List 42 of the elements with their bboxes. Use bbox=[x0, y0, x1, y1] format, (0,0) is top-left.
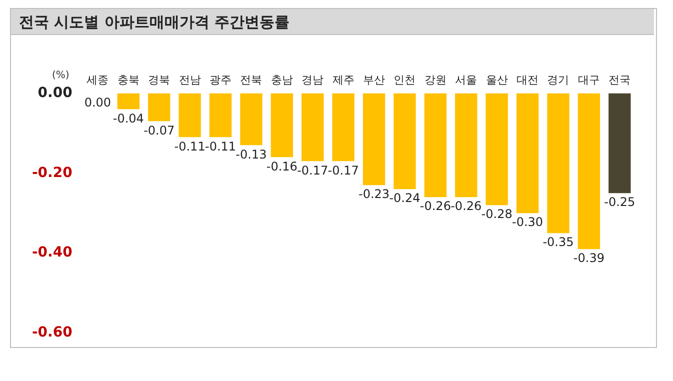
data-label: -0.28 bbox=[481, 207, 512, 222]
data-label: -0.26 bbox=[450, 199, 482, 214]
x-tick-label: 광주 bbox=[210, 73, 232, 86]
x-tick-label: 전국 bbox=[608, 73, 631, 86]
data-label: -0.16 bbox=[266, 159, 298, 174]
y-axis-title: (%) bbox=[52, 70, 70, 81]
x-tick-label: 서울 bbox=[455, 73, 478, 86]
x-tick-label: 충북 bbox=[117, 73, 140, 86]
x-tick-label: 경기 bbox=[547, 73, 570, 86]
data-label: -0.17 bbox=[297, 163, 328, 178]
x-tick-label: 대구 bbox=[578, 73, 600, 86]
data-label: -0.25 bbox=[604, 195, 636, 210]
y-tick-label: -0.20 bbox=[32, 164, 73, 181]
x-tick-label: 울산 bbox=[486, 73, 508, 86]
x-tick-label: 전북 bbox=[240, 73, 262, 86]
x-tick-label: 세종 bbox=[86, 73, 109, 86]
x-tick-label: 부산 bbox=[363, 73, 386, 86]
data-label: -0.35 bbox=[542, 235, 574, 250]
x-tick-label: 인천 bbox=[394, 73, 416, 86]
data-label: -0.04 bbox=[112, 111, 144, 126]
data-label: -0.30 bbox=[512, 215, 544, 230]
x-tick-label: 제주 bbox=[332, 73, 354, 86]
data-label: -0.26 bbox=[420, 199, 451, 214]
x-tick-label: 강원 bbox=[424, 73, 446, 86]
data-label: -0.24 bbox=[389, 191, 420, 206]
x-tick-label: 충남 bbox=[270, 73, 293, 86]
y-tick-label: -0.60 bbox=[32, 324, 73, 341]
data-label: -0.07 bbox=[144, 123, 175, 138]
y-tick-label: 0.00 bbox=[38, 84, 73, 101]
data-label: -0.11 bbox=[174, 139, 206, 154]
data-label: 0.00 bbox=[84, 95, 112, 110]
x-tick-label: 경북 bbox=[148, 73, 170, 86]
data-label: -0.17 bbox=[328, 163, 359, 178]
x-tick-label: 전남 bbox=[178, 73, 201, 86]
x-tick-label: 경남 bbox=[302, 73, 324, 86]
data-label: -0.23 bbox=[358, 187, 390, 202]
data-label: -0.39 bbox=[573, 251, 604, 266]
x-tick-label: 대전 bbox=[516, 73, 539, 86]
data-label: -0.13 bbox=[236, 147, 267, 162]
data-label: -0.11 bbox=[204, 139, 236, 154]
chart-title: 전국 시도별 아파트매매가격 주간변동률 bbox=[11, 9, 654, 35]
y-tick-label: -0.40 bbox=[32, 244, 73, 261]
